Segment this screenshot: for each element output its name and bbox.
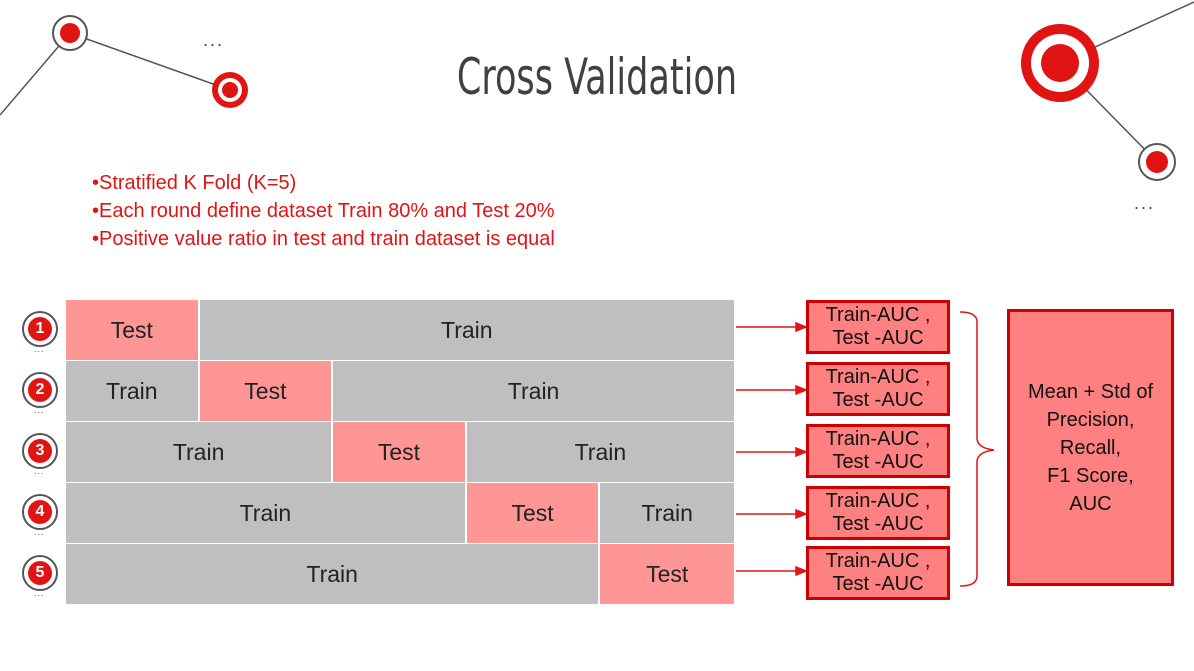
ellipsis: ... (1134, 193, 1156, 213)
ellipsis: ... (203, 30, 225, 50)
test-segment: Test (600, 544, 734, 604)
auc-box-line: Train-AUC , (825, 304, 931, 326)
train-segment: Train (466, 422, 734, 482)
auc-box: Train-AUC , Test -AUC (806, 546, 950, 600)
fold-number: 2 (28, 378, 52, 402)
fold-row: Train Test (66, 544, 734, 604)
fold-number: 3 (28, 439, 52, 463)
arrows (736, 321, 809, 577)
auc-box: Train-AUC , Test -AUC (806, 300, 950, 354)
auc-box-line: Test -AUC (832, 573, 924, 595)
fold-number-badge: 3 (22, 433, 58, 469)
result-box: Mean + Std of Precision, Recall, F1 Scor… (1007, 309, 1174, 586)
result-line: Recall, (1059, 437, 1122, 459)
result-line: F1 Score, (1047, 465, 1134, 487)
test-segment: Test (199, 361, 334, 421)
bullet-item: •Stratified K Fold (K=5) (92, 172, 297, 194)
auc-box-line: Test -AUC (832, 327, 924, 349)
auc-box: Train-AUC , Test -AUC (806, 362, 950, 416)
bullet-item: •Positive value ratio in test and train … (92, 228, 555, 250)
train-segment: Train (199, 300, 734, 360)
fold-row: Test Train (66, 300, 734, 360)
page-title: Cross Validation (456, 48, 738, 106)
train-segment: Train (333, 361, 734, 421)
train-segment: Train (66, 422, 334, 482)
fold-row: Train Test Train (66, 422, 734, 482)
fold-number: 4 (28, 500, 52, 524)
ellipsis: ... (34, 405, 45, 415)
auc-box: Train-AUC , Test -AUC (806, 424, 950, 478)
result-line: Mean + Std of (1027, 381, 1154, 403)
train-segment: Train (66, 483, 467, 543)
fold-row: Train Test Train (66, 361, 734, 421)
fold-number-badge: 1 (22, 311, 58, 347)
auc-box-line: Test -AUC (832, 513, 924, 535)
ellipsis: ... (34, 527, 45, 537)
result-line: AUC (1069, 493, 1112, 515)
auc-box-line: Test -AUC (832, 451, 924, 473)
auc-box: Train-AUC , Test -AUC (806, 486, 950, 540)
bullet-list: •Stratified K Fold (K=5) •Each round def… (92, 169, 555, 253)
ellipsis: ... (34, 588, 45, 598)
test-segment: Test (466, 483, 601, 543)
train-segment: Train (600, 483, 734, 543)
ellipsis: ... (34, 344, 45, 354)
fold-number-badge: 4 (22, 494, 58, 530)
train-segment: Train (66, 544, 601, 604)
train-segment: Train (66, 361, 200, 421)
fold-number-badge: 5 (22, 555, 58, 591)
result-line: Precision, (1046, 409, 1135, 431)
test-segment: Test (66, 300, 200, 360)
fold-number: 1 (28, 317, 52, 341)
test-segment: Test (333, 422, 467, 482)
auc-box-line: Train-AUC , (825, 366, 931, 388)
auc-box-line: Train-AUC , (825, 490, 931, 512)
fold-row: Train Test Train (66, 483, 734, 543)
right-brace-icon (959, 311, 995, 587)
auc-box-line: Train-AUC , (825, 428, 931, 450)
ellipsis: ... (34, 466, 45, 476)
fold-number: 5 (28, 561, 52, 585)
fold-number-badge: 2 (22, 372, 58, 408)
auc-box-line: Test -AUC (832, 389, 924, 411)
bullet-item: •Each round define dataset Train 80% and… (92, 200, 555, 222)
auc-box-line: Train-AUC , (825, 550, 931, 572)
